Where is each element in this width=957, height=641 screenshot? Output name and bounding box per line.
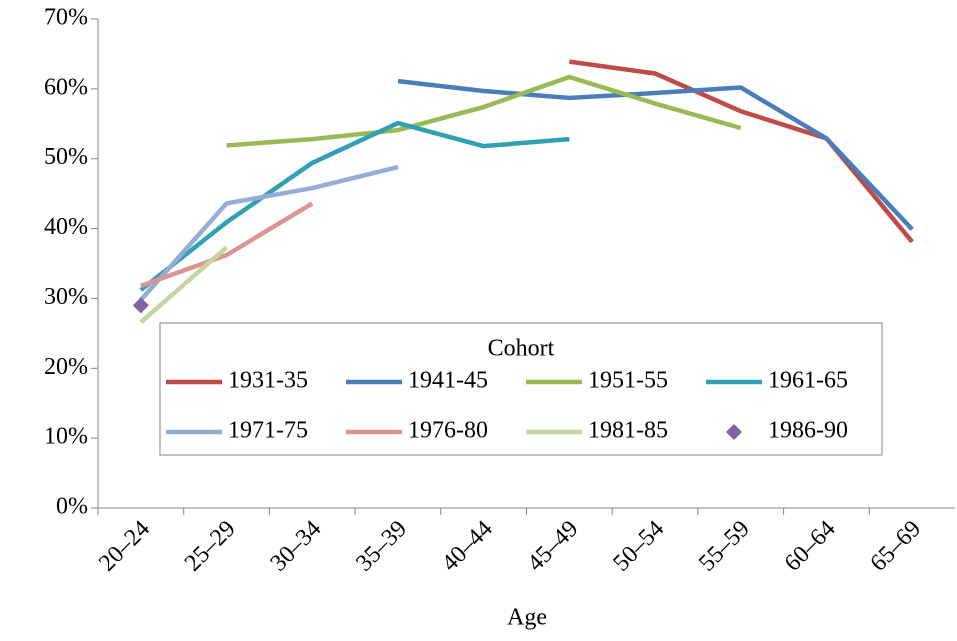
line (139, 164, 399, 302)
legend-label: 1981-85 (588, 418, 668, 444)
x-tick-label: 25–29 (180, 516, 241, 577)
legend-label: 1971-75 (228, 418, 308, 444)
x-tick-label: 35–39 (351, 516, 412, 577)
line (226, 74, 742, 148)
legend-title: Cohort (488, 336, 555, 362)
x-tick-label: 20–24 (94, 516, 155, 577)
legend-box (159, 322, 883, 456)
y-tick-label: 70% (44, 5, 88, 31)
x-tick-label: 30–34 (266, 516, 327, 577)
line (140, 201, 314, 288)
line (139, 245, 229, 324)
legend-label: 1986-90 (768, 418, 848, 444)
x-tick-label: 60–64 (780, 516, 841, 577)
x-tick-label: 65–69 (865, 516, 926, 577)
legend-label: 1976-80 (408, 418, 488, 444)
legend-label: 1931-35 (228, 368, 308, 394)
line (139, 120, 570, 292)
legend-marker (726, 424, 742, 440)
x-tick-label: 45–49 (523, 516, 584, 577)
legend-label: 1951-55 (588, 368, 668, 394)
x-axis-label: Age (507, 605, 547, 631)
y-tick-label: 0% (56, 494, 88, 520)
legend: Cohort 1931-35 1941-45 1951-55 1961-65 1971-7… (159, 322, 883, 456)
legend-label: 1941-45 (408, 368, 488, 394)
y-tick-label: 10% (44, 424, 88, 450)
x-tick-label: 40–44 (437, 516, 498, 577)
y-tick-label: 60% (44, 74, 88, 100)
x-tick-label: 55–59 (694, 516, 755, 577)
y-tick-label: 40% (44, 214, 88, 240)
legend-label: 1961-65 (768, 368, 848, 394)
y-tick-label: 20% (44, 354, 88, 380)
line (569, 59, 914, 244)
marker (132, 297, 149, 314)
line (397, 78, 914, 231)
y-tick-label: 50% (44, 144, 88, 170)
x-tick-label: 50–54 (608, 516, 669, 577)
y-tick-label: 30% (44, 284, 88, 310)
